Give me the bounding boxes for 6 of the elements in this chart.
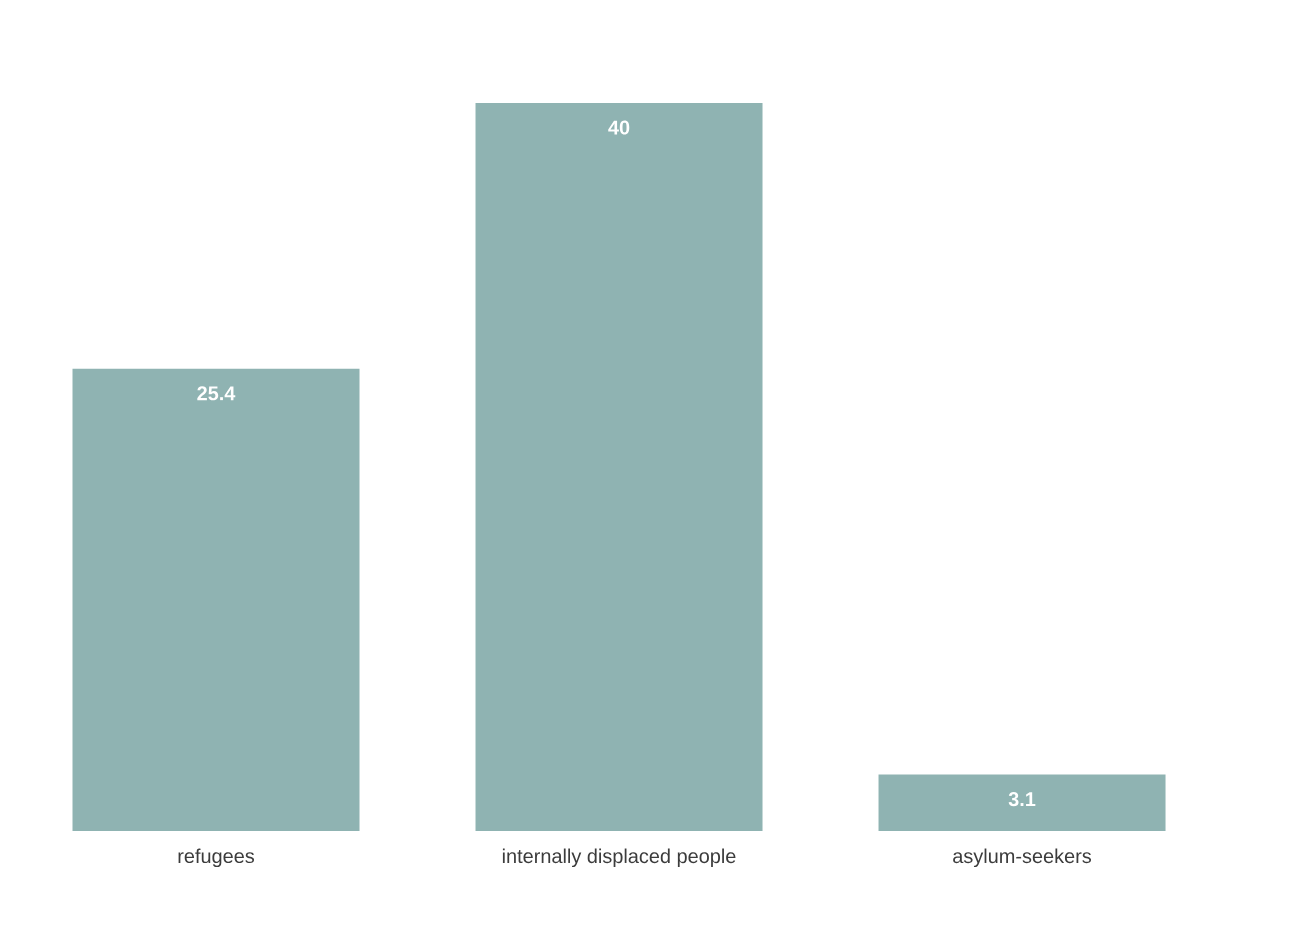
data-label: 25.4 <box>197 386 236 401</box>
x-tick-label: asylum-seekers <box>953 848 1092 868</box>
data-label: 3.1 <box>1008 792 1036 807</box>
data-label: 40 <box>608 120 630 135</box>
x-tick-label: refugees <box>178 848 255 868</box>
x-tick-label: internally displaced people <box>502 848 736 868</box>
